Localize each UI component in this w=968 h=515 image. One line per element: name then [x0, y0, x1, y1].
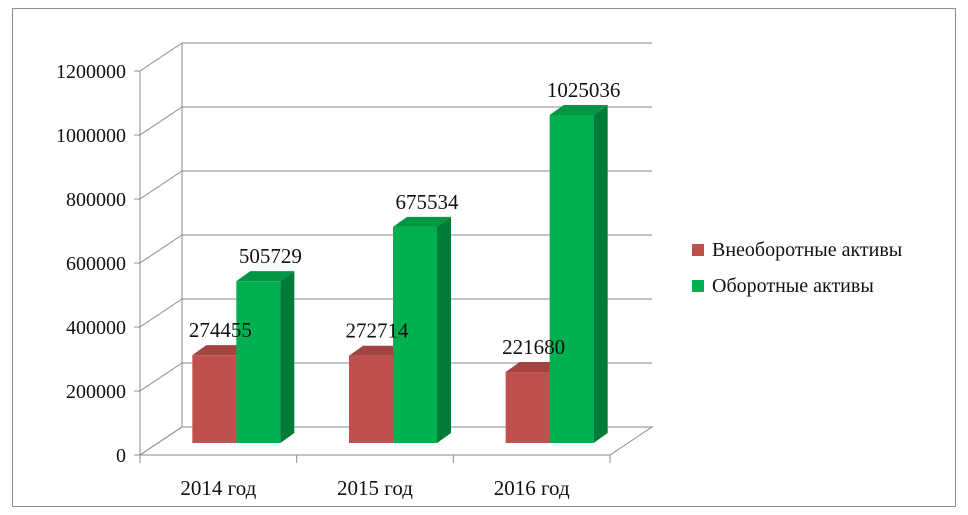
- labels-layer: 0 200000 400000 600000 800000 1000000 1200000 2…: [56, 61, 620, 500]
- axis-layer: [134, 43, 654, 463]
- bar-top: [393, 216, 451, 227]
- x-tick-label: 2014 год: [180, 476, 256, 500]
- legend-label-series-0: Внеоборотные активы: [712, 238, 903, 261]
- bar-side: [437, 216, 451, 443]
- gridline-diagonal: [139, 298, 183, 328]
- data-label: 675534: [396, 190, 460, 214]
- gridline-diagonal: [139, 42, 183, 72]
- y-tick-label: 0: [116, 445, 126, 467]
- bar-front: [192, 355, 237, 443]
- bar-front: [236, 281, 281, 443]
- gridline-diagonal: [139, 170, 183, 200]
- legend-item-series-1: Оборотные активы: [692, 268, 902, 304]
- y-tick-label: 400000: [66, 317, 126, 339]
- gridline-diagonal: [139, 106, 183, 136]
- data-label: 272714: [346, 319, 410, 343]
- data-label: 1025036: [547, 78, 621, 102]
- y-tick-label: 200000: [66, 381, 126, 403]
- bar-front: [505, 372, 550, 443]
- legend-label-series-1: Оборотные активы: [712, 274, 874, 297]
- legend: Внеоборотные активы Оборотные активы: [692, 232, 902, 304]
- bar-top: [236, 271, 295, 282]
- bar-front: [393, 226, 437, 443]
- data-label: 505729: [239, 244, 302, 268]
- y-tick-label: 1200000: [56, 61, 126, 83]
- bar-top: [505, 362, 564, 373]
- bar-front: [349, 355, 393, 443]
- bars-layer: [192, 104, 608, 444]
- y-tick-label: 1000000: [56, 125, 126, 147]
- bar-side: [593, 104, 608, 444]
- legend-item-series-0: Внеоборотные активы: [692, 232, 902, 268]
- data-label: 274455: [189, 318, 252, 342]
- bar-front: [549, 114, 594, 444]
- y-tick-label: 600000: [66, 253, 126, 275]
- x-tick-label: 2016 год: [494, 476, 570, 500]
- legend-swatch-series-1: [692, 280, 704, 292]
- bar-side: [280, 271, 295, 443]
- bar-top: [349, 345, 407, 356]
- y-tick-label: 800000: [66, 189, 126, 211]
- data-label: 221680: [502, 335, 565, 359]
- bar-top: [549, 104, 608, 115]
- legend-swatch-series-0: [692, 244, 704, 256]
- x-tick-label: 2015 год: [337, 476, 413, 500]
- chart-frame: [12, 8, 956, 507]
- bar-top: [192, 345, 251, 356]
- gridline-diagonal: [139, 362, 183, 392]
- gridline-diagonal: [139, 234, 183, 264]
